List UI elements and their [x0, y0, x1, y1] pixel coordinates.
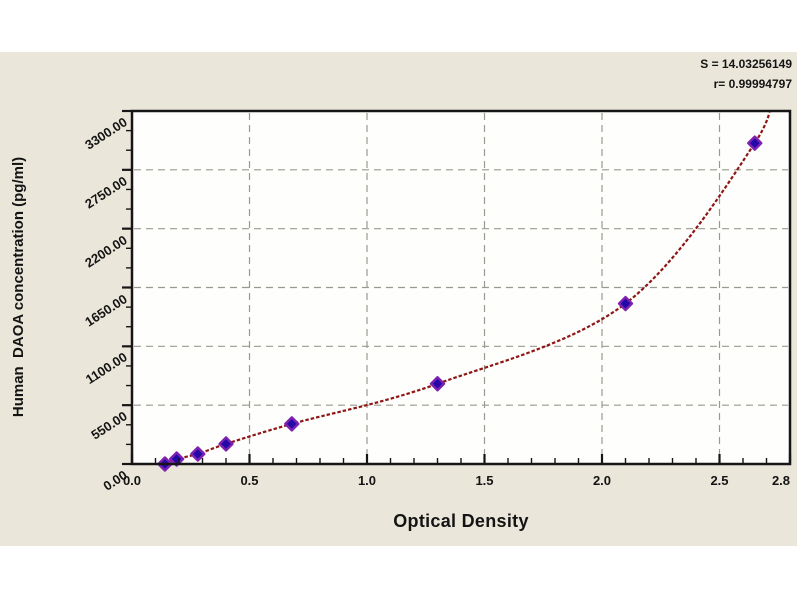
data-point [747, 135, 763, 151]
x-tick-label: 0.5 [240, 473, 259, 488]
x-tick-label: 2.0 [592, 473, 612, 488]
x-tick-label: 2.5 [710, 473, 729, 488]
fit-s-value: S = 14.03256149 [700, 57, 792, 71]
x-axis-title: Optical Density [393, 511, 529, 531]
x-tick-label: 2.8 [771, 473, 791, 488]
x-tick-label: 0.0 [122, 473, 142, 488]
y-axis-title: Human DAOA concentration (pg/ml) [10, 156, 27, 418]
plot-frame [130, 109, 792, 466]
data-point [218, 436, 234, 452]
data-point [617, 295, 634, 312]
data-point [429, 376, 446, 392]
x-tick-label: 1.5 [475, 473, 494, 488]
gridlines [134, 113, 788, 462]
data-point [190, 446, 206, 462]
data-point [284, 416, 300, 432]
fit-stats: S = 14.03256149 r= 0.99994797 [700, 54, 792, 94]
axis-ticks [122, 109, 792, 466]
fit-r-value: r= 0.99994797 [713, 77, 792, 91]
x-tick-label: 1.0 [357, 473, 377, 488]
